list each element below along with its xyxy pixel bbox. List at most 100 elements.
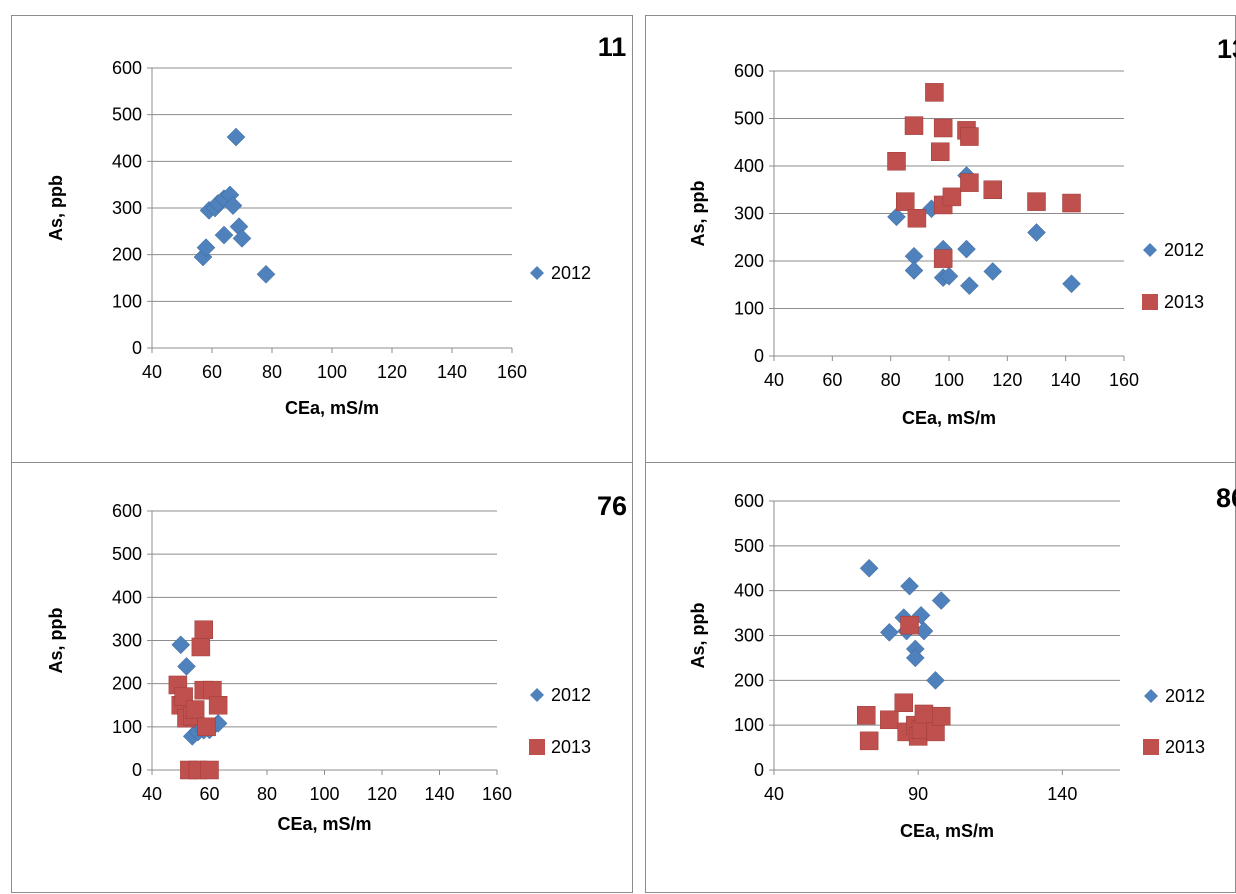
xtick-label-11-80: 80 (262, 362, 282, 382)
xtick-label-86-40: 40 (764, 784, 784, 804)
point-11-2012-11 (214, 225, 234, 245)
y-axis-title-86: As, ppb (688, 602, 708, 668)
legend-marker-11-2012 (530, 266, 544, 280)
ytick-label-11-0: 0 (132, 338, 142, 358)
point-13-2013-1 (896, 192, 915, 211)
ytick-label-76-600: 600 (112, 501, 142, 521)
point-13-2013-2 (904, 116, 924, 135)
xtick-label-76-120: 120 (367, 784, 397, 804)
legend-label-11-2012: 2012 (551, 263, 591, 283)
ytick-label-11-300: 300 (112, 198, 142, 218)
ytick-label-86-100: 100 (734, 715, 764, 735)
point-86-2013-2 (880, 710, 899, 730)
xtick-label-13-140: 140 (1051, 370, 1081, 390)
xtick-label-11-120: 120 (377, 362, 407, 382)
point-13-2013-3 (907, 209, 927, 228)
xtick-label-13-40: 40 (764, 370, 784, 390)
point-86-2012-6 (905, 648, 925, 668)
point-76-2012-0 (171, 635, 191, 655)
point-76-2013-8 (191, 637, 211, 657)
point-86-2012-1 (879, 623, 899, 642)
point-13-2013-15 (1062, 193, 1081, 213)
y-axis-title-76: As, ppb (46, 607, 66, 673)
chart-panel-76: 0 100 200 300 400 500 600 40 60 80 100 120 140 160 CEa… (11, 462, 633, 893)
ytick-label-76-100: 100 (112, 717, 142, 737)
xtick-label-11-160: 160 (497, 362, 527, 382)
point-86-2013-5 (900, 615, 919, 635)
legend-label-13-2013: 2013 (1164, 292, 1204, 312)
ytick-label-86-600: 600 (734, 491, 764, 511)
point-11-2012-12 (256, 264, 276, 284)
point-76-2013-11 (197, 717, 216, 737)
ytick-label-86-400: 400 (734, 581, 764, 601)
ytick-label-13-300: 300 (734, 204, 764, 224)
point-86-2013-3 (894, 693, 913, 712)
chart-svg-11: 0 100 200 300 400 500 600 40 60 80 100 120 140 160 CEa… (46, 32, 627, 418)
chart-svg-76: 0 100 200 300 400 500 600 40 60 80 100 120 140 160 CEa… (46, 491, 627, 834)
ytick-label-11-600: 600 (112, 58, 142, 78)
point-13-2013-14 (1027, 192, 1046, 211)
point-13-2012-12 (1062, 274, 1081, 294)
point-11-2012-10 (232, 228, 252, 248)
xtick-label-76-60: 60 (199, 784, 219, 804)
legend-label-76-2013: 2013 (551, 737, 591, 757)
ytick-label-76-300: 300 (112, 631, 142, 651)
x-axis-title-11: CEa, mS/m (285, 398, 379, 418)
point-13-2013-0 (887, 152, 906, 171)
point-13-2013-13 (983, 180, 1002, 199)
ytick-label-11-400: 400 (112, 151, 142, 171)
point-13-2013-8 (933, 249, 953, 268)
ytick-label-13-400: 400 (734, 156, 764, 176)
xtick-label-76-80: 80 (257, 784, 277, 804)
legend-marker-76-2013 (529, 739, 545, 755)
xtick-label-86-90: 90 (908, 784, 928, 804)
ytick-label-13-600: 600 (734, 61, 764, 81)
ytick-label-13-200: 200 (734, 251, 764, 271)
ytick-label-86-200: 200 (734, 670, 764, 690)
x-axis-title-76: CEa, mS/m (277, 814, 371, 834)
ytick-label-76-500: 500 (112, 544, 142, 564)
ytick-label-86-0: 0 (754, 760, 764, 780)
point-13-2012-11 (1027, 223, 1046, 242)
point-76-2013-6 (185, 700, 205, 719)
ytick-label-11-100: 100 (112, 291, 142, 311)
legend-label-76-2012: 2012 (551, 685, 591, 705)
xtick-label-11-60: 60 (202, 362, 222, 382)
point-86-2012-0 (859, 558, 879, 578)
chart-panel-13: 0 100 200 300 400 500 600 40 60 80 100 120 140 160 CEa… (645, 15, 1236, 463)
point-13-2012-9 (960, 276, 979, 296)
point-76-2013-9 (194, 620, 213, 639)
xtick-label-13-60: 60 (822, 370, 842, 390)
point-86-2012-10 (931, 591, 951, 610)
point-76-2013-12 (200, 760, 219, 780)
panel-label-86: 86 (1216, 483, 1236, 513)
ytick-label-86-300: 300 (734, 626, 764, 646)
xtick-label-11-40: 40 (142, 362, 162, 382)
point-13-2013-9 (942, 187, 962, 207)
xtick-label-76-100: 100 (309, 784, 339, 804)
point-86-2013-10 (926, 722, 945, 742)
legend-marker-86-2012 (1144, 689, 1158, 703)
ytick-label-11-500: 500 (112, 105, 142, 125)
panel-label-11: 11 (598, 32, 627, 62)
point-13-2012-10 (983, 262, 1003, 281)
point-13-2012-0 (887, 207, 906, 227)
point-13-2012-2 (904, 261, 924, 280)
y-axis-title-11: As, ppb (46, 175, 66, 241)
xtick-label-76-160: 160 (482, 784, 512, 804)
ytick-label-13-0: 0 (754, 346, 764, 366)
ytick-label-13-100: 100 (734, 299, 764, 319)
point-86-2012-9 (926, 670, 945, 690)
ytick-label-76-0: 0 (132, 760, 142, 780)
ytick-label-76-400: 400 (112, 587, 142, 607)
x-axis-title-86: CEa, mS/m (900, 821, 994, 841)
xtick-label-13-80: 80 (881, 370, 901, 390)
chart-panel-11: 0 100 200 300 400 500 600 40 60 80 100 120 140 160 CEa… (11, 15, 633, 463)
legend-marker-13-2012 (1143, 243, 1157, 257)
panel-label-76: 76 (597, 491, 627, 521)
xtick-label-11-100: 100 (317, 362, 347, 382)
point-86-2013-9 (914, 704, 934, 724)
xtick-label-11-140: 140 (437, 362, 467, 382)
xtick-label-13-100: 100 (934, 370, 964, 390)
point-13-2012-8 (957, 239, 976, 259)
